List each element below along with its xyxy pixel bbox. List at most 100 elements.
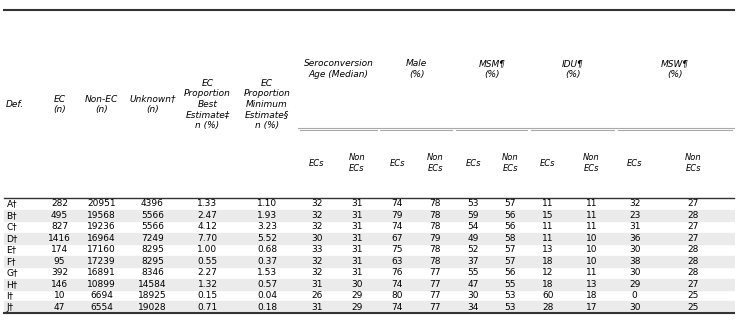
Text: 77: 77 xyxy=(430,280,441,289)
Text: 80: 80 xyxy=(392,291,403,300)
Text: 11: 11 xyxy=(586,222,597,231)
Text: ECs: ECs xyxy=(389,159,405,168)
Text: 31: 31 xyxy=(351,257,363,266)
Text: 19028: 19028 xyxy=(138,303,167,312)
Text: IDU¶
(%): IDU¶ (%) xyxy=(562,60,584,79)
Text: 77: 77 xyxy=(430,291,441,300)
Text: 54: 54 xyxy=(467,222,478,231)
Text: 827: 827 xyxy=(51,222,68,231)
Text: MSM¶
(%): MSM¶ (%) xyxy=(478,60,506,79)
Text: 37: 37 xyxy=(467,257,479,266)
Text: 30: 30 xyxy=(629,245,640,254)
Text: Seroconversion
Age (Median): Seroconversion Age (Median) xyxy=(304,60,374,79)
Text: 1.53: 1.53 xyxy=(257,268,277,277)
Text: C†: C† xyxy=(7,222,18,231)
Text: 32: 32 xyxy=(311,257,322,266)
Text: 95: 95 xyxy=(54,257,66,266)
Text: 29: 29 xyxy=(351,303,363,312)
Text: 74: 74 xyxy=(392,303,403,312)
Text: 32: 32 xyxy=(311,211,322,220)
Text: 23: 23 xyxy=(629,211,640,220)
Text: 77: 77 xyxy=(430,268,441,277)
Text: 18: 18 xyxy=(586,291,597,300)
Bar xyxy=(4,233,734,244)
Text: 2.27: 2.27 xyxy=(197,268,217,277)
Text: 36: 36 xyxy=(629,234,640,243)
Text: 11: 11 xyxy=(542,222,553,231)
Text: 52: 52 xyxy=(467,245,478,254)
Text: 28: 28 xyxy=(687,257,699,266)
Text: 3.23: 3.23 xyxy=(257,222,277,231)
Text: 10: 10 xyxy=(586,245,597,254)
Bar xyxy=(4,278,734,290)
Text: 13: 13 xyxy=(542,245,553,254)
Text: 17160: 17160 xyxy=(88,245,116,254)
Text: 75: 75 xyxy=(392,245,403,254)
Text: F†: F† xyxy=(7,257,16,266)
Text: EC
Proportion
Minimum
Estimate§
n (%): EC Proportion Minimum Estimate§ n (%) xyxy=(244,79,291,130)
Text: 7249: 7249 xyxy=(141,234,164,243)
Text: Non
ECs: Non ECs xyxy=(427,154,444,173)
Text: 1.00: 1.00 xyxy=(197,245,218,254)
Text: 7.70: 7.70 xyxy=(197,234,218,243)
Text: 59: 59 xyxy=(467,211,479,220)
Text: 26: 26 xyxy=(311,291,322,300)
Text: 495: 495 xyxy=(51,211,68,220)
Text: 55: 55 xyxy=(467,268,479,277)
Bar xyxy=(4,301,734,313)
Text: Male
(%): Male (%) xyxy=(406,60,428,79)
Text: 28: 28 xyxy=(687,268,699,277)
Text: 146: 146 xyxy=(51,280,68,289)
Text: 19236: 19236 xyxy=(88,222,116,231)
Text: 79: 79 xyxy=(430,234,441,243)
Text: 4.12: 4.12 xyxy=(197,222,217,231)
Text: 0.57: 0.57 xyxy=(257,280,277,289)
Text: 77: 77 xyxy=(430,303,441,312)
Text: 56: 56 xyxy=(505,268,516,277)
Text: 56: 56 xyxy=(505,211,516,220)
Text: 0.15: 0.15 xyxy=(197,291,218,300)
Text: 47: 47 xyxy=(467,280,478,289)
Text: 32: 32 xyxy=(311,268,322,277)
Text: 16964: 16964 xyxy=(88,234,116,243)
Text: 5.52: 5.52 xyxy=(257,234,277,243)
Text: Non
ECs: Non ECs xyxy=(502,154,519,173)
Text: 11: 11 xyxy=(542,234,553,243)
Text: 15: 15 xyxy=(542,211,553,220)
Text: 174: 174 xyxy=(51,245,68,254)
Text: 63: 63 xyxy=(392,257,403,266)
Text: 27: 27 xyxy=(687,234,699,243)
Text: 53: 53 xyxy=(467,199,479,208)
Text: ECs: ECs xyxy=(309,159,325,168)
Text: 31: 31 xyxy=(351,268,363,277)
Text: Def.: Def. xyxy=(6,100,24,109)
Text: ECs: ECs xyxy=(465,159,481,168)
Text: 11: 11 xyxy=(586,268,597,277)
Text: Unknown†
(n): Unknown† (n) xyxy=(129,94,176,114)
Text: 78: 78 xyxy=(430,222,441,231)
Text: 32: 32 xyxy=(311,199,322,208)
Text: 74: 74 xyxy=(392,199,403,208)
Text: 0: 0 xyxy=(631,291,637,300)
Text: 74: 74 xyxy=(392,222,403,231)
Text: 2.47: 2.47 xyxy=(197,211,217,220)
Text: 28: 28 xyxy=(687,245,699,254)
Text: 57: 57 xyxy=(505,257,516,266)
Text: 74: 74 xyxy=(392,280,403,289)
Text: 0.18: 0.18 xyxy=(257,303,277,312)
Text: 31: 31 xyxy=(351,199,363,208)
Text: 31: 31 xyxy=(351,245,363,254)
Text: 31: 31 xyxy=(311,280,322,289)
Text: 53: 53 xyxy=(505,303,516,312)
Text: 30: 30 xyxy=(311,234,322,243)
Text: 11: 11 xyxy=(586,211,597,220)
Text: 28: 28 xyxy=(687,211,699,220)
Text: Non
ECs: Non ECs xyxy=(583,154,600,173)
Text: ECs: ECs xyxy=(540,159,556,168)
Text: 30: 30 xyxy=(351,280,363,289)
Text: D†: D† xyxy=(7,234,18,243)
Text: 56: 56 xyxy=(505,222,516,231)
Text: EC
(n): EC (n) xyxy=(53,94,66,114)
Text: 32: 32 xyxy=(311,222,322,231)
Text: 38: 38 xyxy=(629,257,640,266)
